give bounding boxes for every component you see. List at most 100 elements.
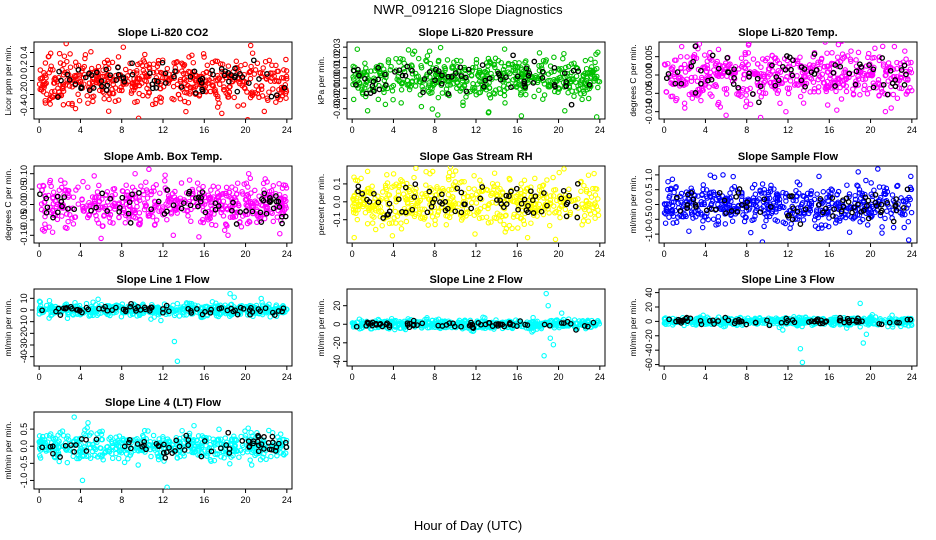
x-tick-label: 8	[119, 125, 124, 135]
data-point	[151, 314, 157, 320]
reference-point	[369, 82, 376, 89]
reference-point	[708, 76, 715, 83]
data-point	[777, 69, 784, 75]
data-point	[780, 219, 787, 226]
data-point	[94, 79, 100, 86]
x-tick-label: 0	[37, 372, 42, 382]
data-point	[558, 66, 565, 72]
x-tick-label: 4	[78, 249, 83, 259]
data-point	[761, 73, 768, 79]
x-tick-label: 8	[432, 125, 437, 135]
data-point	[393, 195, 399, 201]
data-point	[64, 315, 71, 322]
data-point	[46, 69, 52, 76]
reference-point	[541, 321, 548, 328]
data-point	[179, 60, 185, 66]
data-point	[153, 203, 159, 210]
reference-point	[788, 66, 794, 73]
data-point	[709, 93, 715, 99]
data-point	[398, 177, 404, 183]
data-point	[446, 176, 452, 183]
data-point	[573, 73, 580, 79]
reference-point	[503, 74, 509, 81]
data-point	[100, 204, 106, 210]
reference-point	[872, 191, 879, 198]
data-point	[671, 189, 677, 196]
data-point	[107, 212, 114, 218]
x-tick-label: 12	[158, 372, 168, 382]
data-point	[376, 208, 382, 215]
data-point	[533, 322, 540, 329]
y-tick-label: -20	[19, 327, 29, 340]
outlier-point	[682, 105, 688, 111]
data-point	[807, 89, 813, 95]
data-point	[861, 82, 868, 89]
data-point	[406, 86, 413, 93]
reference-point	[120, 74, 127, 81]
data-point	[488, 219, 494, 225]
outlier-point	[189, 52, 195, 59]
reference-point	[399, 72, 406, 79]
reference-point	[445, 90, 452, 97]
data-point	[561, 166, 567, 172]
reference-point	[528, 188, 534, 195]
reference-point	[362, 75, 368, 82]
x-tick-label: 0	[350, 372, 355, 382]
data-point	[122, 66, 129, 73]
outlier-point	[429, 168, 436, 175]
data-point	[178, 180, 185, 186]
data-point	[149, 101, 156, 108]
y-tick-label: -10	[19, 315, 29, 328]
data-point	[715, 213, 722, 220]
data-point	[909, 87, 915, 94]
data-point	[442, 67, 448, 74]
data-point	[483, 186, 490, 193]
data-point	[801, 73, 807, 80]
outlier-point	[787, 225, 793, 231]
data-point	[882, 108, 889, 115]
data-point	[808, 76, 815, 82]
data-point	[759, 239, 766, 243]
data-point	[183, 85, 190, 92]
data-point	[270, 86, 276, 92]
outlier-point	[132, 170, 138, 177]
data-point	[96, 182, 102, 189]
data-point	[270, 218, 277, 225]
data-point	[731, 183, 738, 190]
data-point	[566, 186, 572, 193]
y-axis-label: Licor ppm per min.	[3, 45, 13, 115]
reference-point	[119, 194, 126, 201]
data-point	[280, 75, 287, 81]
outlier-point	[593, 114, 600, 119]
reference-point	[153, 85, 160, 91]
data-point	[474, 207, 480, 213]
reference-point	[586, 81, 593, 88]
outlier-point	[247, 42, 254, 49]
reference-point	[127, 220, 134, 226]
data-point	[669, 202, 676, 209]
outlier-point	[545, 302, 551, 309]
panel-title: Slope Li-820 Temp.	[738, 27, 837, 39]
reference-point	[864, 203, 870, 209]
data-point	[443, 86, 450, 92]
outlier-point	[524, 234, 531, 241]
reference-point	[866, 62, 872, 68]
data-point	[212, 86, 218, 93]
data-point	[389, 220, 395, 226]
data-point	[65, 311, 71, 318]
data-point	[726, 205, 732, 211]
data-point	[476, 69, 482, 76]
data-point	[884, 208, 890, 214]
data-point	[393, 55, 399, 62]
reference-point	[411, 194, 418, 200]
data-point	[398, 220, 404, 226]
data-point	[446, 186, 452, 193]
data-point	[757, 187, 763, 193]
data-point	[54, 216, 61, 223]
data-point	[222, 203, 229, 209]
y-axis-label: kPa per min.	[316, 57, 326, 105]
reference-point	[439, 72, 445, 79]
data-point	[562, 192, 569, 199]
data-point	[52, 75, 58, 81]
